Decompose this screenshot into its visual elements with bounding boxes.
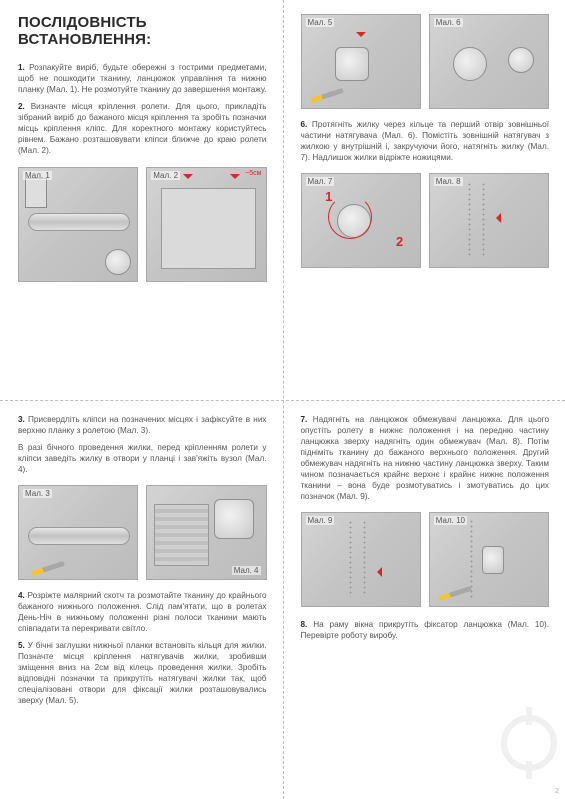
red-arrow-icon: [356, 32, 366, 42]
step-8-number: 8.: [301, 620, 308, 629]
roller-tube-sketch: [28, 527, 130, 545]
figure-2-note: ~5см: [245, 170, 261, 177]
step-4-text: 4. Розріжте малярний скотч та розмотайте…: [18, 590, 267, 634]
page-number: 2: [555, 788, 559, 795]
step-3-text: 3. Присвердліть кліпси на позначених міс…: [18, 414, 267, 436]
figure-1: Мал. 1: [18, 167, 138, 282]
step-4-body: Розріжте малярний скотч та розмотайте тк…: [18, 591, 267, 633]
figure-9-image: [301, 512, 421, 607]
step-1-number: 1.: [18, 63, 25, 72]
quadrant-top-left: ПОСЛІДОВНІСТЬ ВСТАНОВЛЕННЯ: 1. Розпакуйт…: [0, 0, 283, 400]
step-5-number: 5.: [18, 641, 25, 650]
figure-row-9-10: Мал. 9 Мал. 10: [301, 512, 550, 607]
figure-row-3-4: Мал. 3 Мал. 4: [18, 485, 267, 580]
figure-2-caption: Мал. 2: [151, 171, 180, 180]
figure-9-caption: Мал. 9: [306, 516, 335, 525]
figure-10-image: [429, 512, 549, 607]
figure-8: Мал. 8: [429, 173, 549, 268]
figure-row-1-2: Мал. 1 Мал. 2 ~5см: [18, 167, 267, 282]
red-number-1: 1: [325, 189, 332, 204]
step-7-text: 7. Надягніть на ланцюжок обмежувачі ланц…: [301, 414, 550, 503]
figure-8-image: [429, 173, 549, 268]
fabric-sketch: [154, 504, 208, 565]
step-8-text: 8. На раму вікна прикрутіть фіксатор лан…: [301, 619, 550, 641]
chain-sketch: [349, 520, 352, 596]
figure-2: Мал. 2 ~5см: [146, 167, 266, 282]
chain-sketch: [482, 182, 485, 256]
red-number-2: 2: [396, 234, 403, 249]
step-3-number: 3.: [18, 415, 25, 424]
quadrant-bottom-left: 3. Присвердліть кліпси на позначених міс…: [0, 400, 283, 799]
step-5-body: У бічні заглушки нижньої планки встанові…: [18, 641, 267, 705]
figure-10: Мал. 10: [429, 512, 549, 607]
figure-5-caption: Мал. 5: [306, 18, 335, 27]
quadrant-bottom-right: 7. Надягніть на ланцюжок обмежувачі ланц…: [283, 400, 565, 799]
step-6-number: 6.: [301, 120, 308, 129]
figure-5: Мал. 5: [301, 14, 421, 109]
step-3-body-a: Присвердліть кліпси на позначених місцях…: [18, 415, 267, 435]
figure-5-image: [301, 14, 421, 109]
figure-3-image: [18, 485, 138, 580]
screwdriver-icon: [310, 88, 344, 103]
figure-7-caption: Мал. 7: [306, 177, 335, 186]
figure-3-caption: Мал. 3: [23, 489, 52, 498]
step-2-text: 2. Визначте місця кріплення ролети. Для …: [18, 101, 267, 156]
tensioner-sketch: [335, 47, 369, 81]
step-1-text: 1. Розпакуйте виріб, будьте обережні з г…: [18, 62, 267, 95]
figure-10-caption: Мал. 10: [434, 516, 467, 525]
figure-6-image: [429, 14, 549, 109]
quadrant-top-right: Мал. 5 Мал. 6 6. Протягніть жилку через …: [283, 0, 565, 400]
red-arrow-icon: [372, 567, 382, 577]
figure-7-image: 1 2: [301, 173, 421, 268]
step-7-number: 7.: [301, 415, 308, 424]
red-arrow-icon: [183, 174, 193, 184]
red-arrow-icon: [230, 174, 240, 184]
step-7-body: Надягніть на ланцюжок обмежувачі ланцюжк…: [301, 415, 550, 501]
watermark-icon: [501, 715, 557, 771]
figure-4: Мал. 4: [146, 485, 266, 580]
figure-row-7-8: Мал. 7 1 2 Мал. 8: [301, 173, 550, 268]
screwdriver-icon: [438, 586, 472, 601]
window-frame-sketch: [161, 188, 256, 269]
step-3b-text: В разі бічного проведення жилки, перед к…: [18, 442, 267, 475]
chain-sketch: [363, 520, 366, 596]
step-5-text: 5. У бічні заглушки нижньої планки встан…: [18, 640, 267, 706]
endcap-sketch: [214, 499, 254, 539]
ring-sketch: [508, 47, 534, 73]
figure-1-caption: Мал. 1: [23, 171, 52, 180]
step-2-number: 2.: [18, 102, 25, 111]
chain-sketch: [468, 182, 471, 256]
step-8-body: На раму вікна прикрутіть фіксатор ланцюж…: [301, 620, 550, 640]
ring-sketch: [453, 47, 487, 81]
coil-sketch: [105, 249, 131, 275]
chain-fixer-sketch: [482, 546, 504, 574]
step-1-body: Розпакуйте виріб, будьте обережні з гост…: [18, 63, 267, 94]
screwdriver-icon: [31, 561, 65, 576]
figure-6: Мал. 6: [429, 14, 549, 109]
figure-4-image: Мал. 4: [146, 485, 266, 580]
page-title: ПОСЛІДОВНІСТЬ ВСТАНОВЛЕННЯ:: [18, 14, 267, 48]
figure-6-caption: Мал. 6: [434, 18, 463, 27]
roller-tube-sketch: [28, 213, 130, 231]
figure-9: Мал. 9: [301, 512, 421, 607]
figure-7: Мал. 7 1 2: [301, 173, 421, 268]
bracket-sketch: [25, 178, 47, 208]
figure-4-caption: Мал. 4: [232, 566, 261, 575]
red-rotation-icon: [328, 195, 372, 239]
step-2-body: Визначте місця кріплення ролети. Для цьо…: [18, 102, 267, 155]
figure-1-image: [18, 167, 138, 282]
step-6-body: Протягніть жилку через кільце та перший …: [301, 120, 550, 162]
step-4-number: 4.: [18, 591, 25, 600]
red-arrow-icon: [491, 213, 501, 223]
figure-8-caption: Мал. 8: [434, 177, 463, 186]
figure-row-5-6: Мал. 5 Мал. 6: [301, 14, 550, 109]
figure-2-image: ~5см: [146, 167, 266, 282]
figure-3: Мал. 3: [18, 485, 138, 580]
step-6-text: 6. Протягніть жилку через кільце та перш…: [301, 119, 550, 163]
